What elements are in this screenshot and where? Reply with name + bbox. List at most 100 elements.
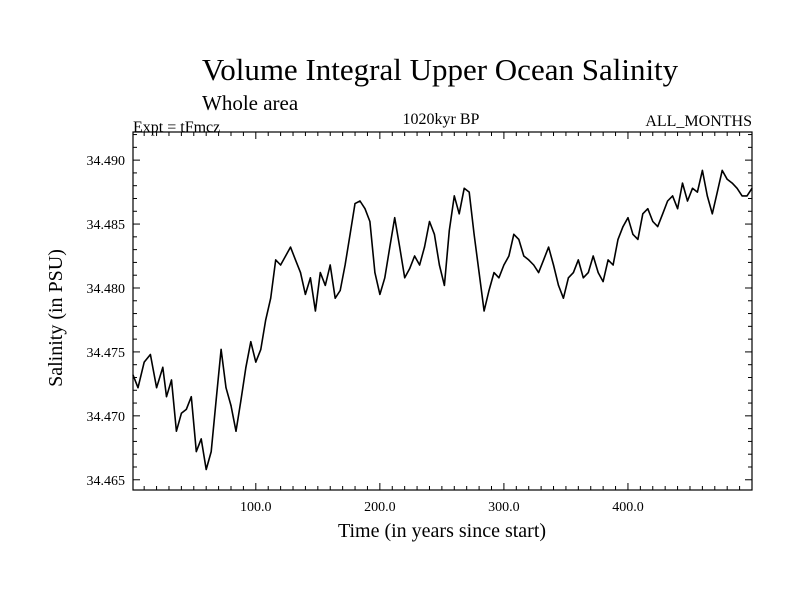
data-point	[736, 187, 738, 189]
data-point	[414, 255, 416, 257]
data-point	[409, 268, 411, 270]
data-point	[567, 277, 570, 279]
y-tick-label: 34.490	[87, 154, 126, 169]
data-point	[294, 259, 297, 261]
data-point	[677, 208, 679, 210]
data-point	[617, 238, 619, 240]
experiment-label: Expt = tFmcz	[133, 119, 220, 136]
data-point	[260, 348, 262, 350]
data-point	[597, 272, 599, 274]
data-point	[304, 293, 306, 295]
data-point	[438, 264, 440, 266]
data-point	[696, 191, 699, 193]
data-point	[170, 379, 173, 381]
data-point	[587, 272, 589, 274]
data-point	[225, 387, 227, 389]
data-point	[165, 396, 168, 398]
data-point	[721, 169, 723, 171]
series-line-salinity	[132, 169, 753, 471]
data-point	[324, 284, 326, 286]
x-axis-label: Time (in years since start)	[338, 520, 546, 542]
data-point	[339, 289, 341, 292]
data-point	[319, 272, 321, 274]
data-point	[275, 259, 277, 261]
data-point	[364, 208, 366, 210]
y-axis-label: Salinity (in PSU)	[45, 249, 67, 387]
data-point	[662, 213, 664, 215]
y-tick-label: 34.475	[87, 346, 126, 361]
data-point	[468, 191, 470, 193]
data-point	[458, 213, 460, 215]
data-point	[299, 272, 302, 274]
data-point	[513, 233, 515, 235]
data-point	[245, 366, 247, 368]
data-point	[473, 233, 475, 235]
data-point	[711, 213, 713, 215]
data-point	[706, 195, 708, 197]
data-point	[334, 297, 336, 299]
data-point	[200, 438, 202, 440]
data-point	[448, 229, 450, 232]
data-point	[384, 277, 386, 279]
data-point	[612, 264, 614, 266]
data-point	[632, 233, 634, 235]
data-point	[205, 468, 207, 471]
x-tick-label: 200.0	[364, 500, 396, 515]
data-point	[577, 259, 579, 261]
data-point	[433, 233, 435, 235]
data-point	[686, 200, 689, 202]
data-point	[701, 169, 704, 171]
data-point	[741, 195, 743, 197]
y-tick-label: 34.470	[87, 410, 126, 425]
data-point	[359, 200, 361, 202]
data-point	[210, 451, 212, 453]
data-point	[582, 277, 584, 279]
data-point	[691, 187, 694, 189]
x-tick-label: 300.0	[488, 500, 520, 515]
data-point	[369, 220, 371, 223]
data-point	[622, 226, 624, 228]
data-point	[230, 405, 232, 407]
data-point	[354, 203, 356, 205]
data-point	[156, 387, 158, 389]
period-label: 1020kyr BP	[403, 111, 480, 128]
data-point	[493, 272, 495, 274]
data-point	[642, 213, 644, 215]
data-point	[538, 272, 540, 274]
data-point	[404, 277, 406, 279]
data-point	[543, 259, 545, 261]
data-point	[508, 255, 510, 257]
data-point	[548, 246, 550, 248]
data-point	[523, 255, 525, 257]
data-point	[265, 319, 267, 321]
data-point	[503, 264, 505, 266]
y-tick-label: 34.480	[87, 282, 126, 297]
data-point	[592, 255, 594, 257]
data-point	[175, 430, 177, 432]
x-tick-label: 100.0	[240, 500, 272, 515]
data-point	[607, 259, 609, 261]
data-point	[533, 264, 535, 266]
data-point	[518, 238, 520, 240]
data-point	[657, 226, 659, 228]
data-point	[419, 264, 421, 266]
data-point	[240, 399, 242, 402]
plot-frame	[132, 131, 753, 491]
data-point	[478, 272, 480, 274]
data-point	[647, 208, 649, 210]
data-point	[428, 220, 431, 223]
data-point	[143, 361, 145, 363]
data-point	[443, 284, 445, 286]
data-point	[552, 264, 555, 266]
data-point	[162, 366, 164, 368]
data-point	[627, 217, 629, 219]
data-point	[562, 297, 565, 299]
data-point	[349, 233, 351, 235]
data-point	[280, 264, 282, 266]
data-point	[250, 341, 252, 343]
data-point	[602, 281, 604, 283]
data-point	[488, 289, 490, 292]
data-point	[463, 187, 465, 189]
data-point	[379, 293, 381, 295]
